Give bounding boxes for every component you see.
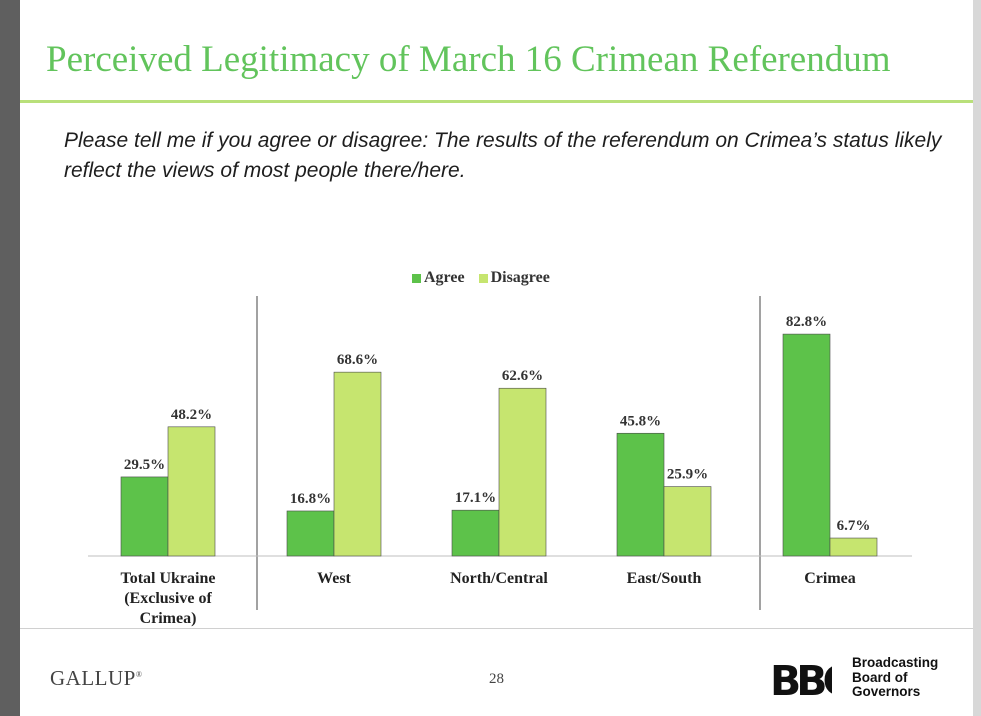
category-label-1-line-1: Total Ukraine — [121, 570, 216, 587]
data-label-disagree-2: 68.6% — [337, 352, 378, 368]
bar-agree-4 — [616, 432, 665, 557]
bbg-name: Broadcasting Board of Governors — [852, 655, 939, 700]
category-label-1-line-3: Crimea) — [140, 610, 197, 627]
bar-agree-2 — [286, 510, 335, 557]
category-label-5: Crimea — [804, 570, 856, 587]
page-number: 28 — [489, 671, 504, 687]
category-label-4: East/South — [627, 570, 702, 587]
bar-agree-3 — [451, 509, 500, 557]
category-label-2: West — [317, 570, 351, 587]
data-label-agree-4: 45.8% — [620, 413, 661, 429]
registered-mark: ® — [135, 670, 143, 679]
gallup-wordmark: GALLUP — [50, 666, 136, 690]
slide-title: Perceived Legitimacy of March 16 Crimean… — [46, 39, 891, 80]
data-label-agree-3: 17.1% — [455, 490, 496, 506]
data-label-disagree-3: 62.6% — [502, 368, 543, 384]
bar-disagree-2 — [333, 371, 382, 557]
bar-disagree-4 — [663, 486, 712, 557]
bbg-line-1: Broadcasting — [852, 655, 939, 670]
data-label-agree-5: 82.8% — [786, 314, 827, 330]
survey-question: Please tell me if you agree or disagree:… — [64, 129, 942, 182]
category-label-1-line-2: (Exclusive of — [124, 590, 212, 607]
data-label-disagree-1: 48.2% — [171, 407, 212, 423]
bar-agree-1 — [120, 476, 169, 557]
legend-swatch-agree — [412, 273, 421, 283]
legend-item-agree: Agree — [412, 269, 465, 287]
bar-disagree-5 — [829, 537, 878, 557]
right-edge-bar — [973, 0, 981, 716]
data-label-disagree-5: 6.7% — [837, 518, 871, 534]
footer-divider — [20, 628, 973, 629]
left-edge-bar — [0, 0, 20, 716]
legend-item-disagree: Disagree — [478, 269, 550, 287]
legend-swatch-disagree — [478, 273, 488, 283]
legend-label-disagree: Disagree — [490, 269, 550, 286]
bbg-line-3: Governors — [852, 684, 921, 699]
bbg-line-2: Board of — [852, 669, 908, 685]
data-label-disagree-4: 25.9% — [667, 467, 708, 483]
category-label-3: North/Central — [450, 570, 548, 587]
legend-label-agree: Agree — [424, 269, 465, 286]
data-label-agree-2: 16.8% — [290, 491, 331, 507]
bbg-logo-letters: BBG — [770, 657, 832, 700]
bar-disagree-3 — [498, 387, 547, 557]
bbg-logo-icon: BBG — [770, 656, 832, 700]
bar-disagree-1 — [167, 426, 216, 557]
data-label-agree-1: 29.5% — [124, 457, 165, 473]
gallup-logo: GALLUP® — [50, 666, 142, 691]
chart-legend: Agree Disagree — [412, 269, 564, 287]
bar-agree-5 — [782, 333, 831, 557]
title-divider — [20, 100, 973, 103]
